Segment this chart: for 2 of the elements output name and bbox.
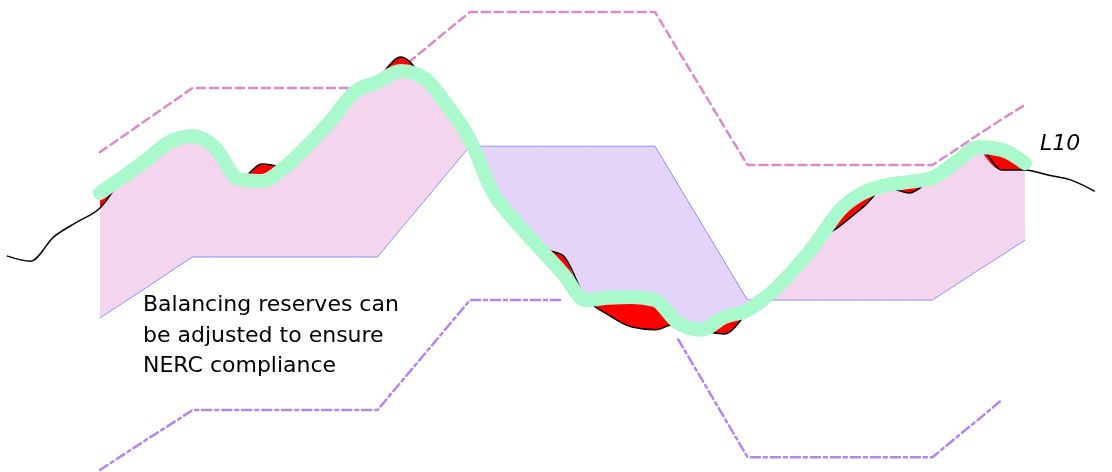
series-label: L10 (1040, 130, 1081, 156)
annotation: Balancing reserves can be adjusted to ensure NERC compliance (143, 291, 399, 377)
